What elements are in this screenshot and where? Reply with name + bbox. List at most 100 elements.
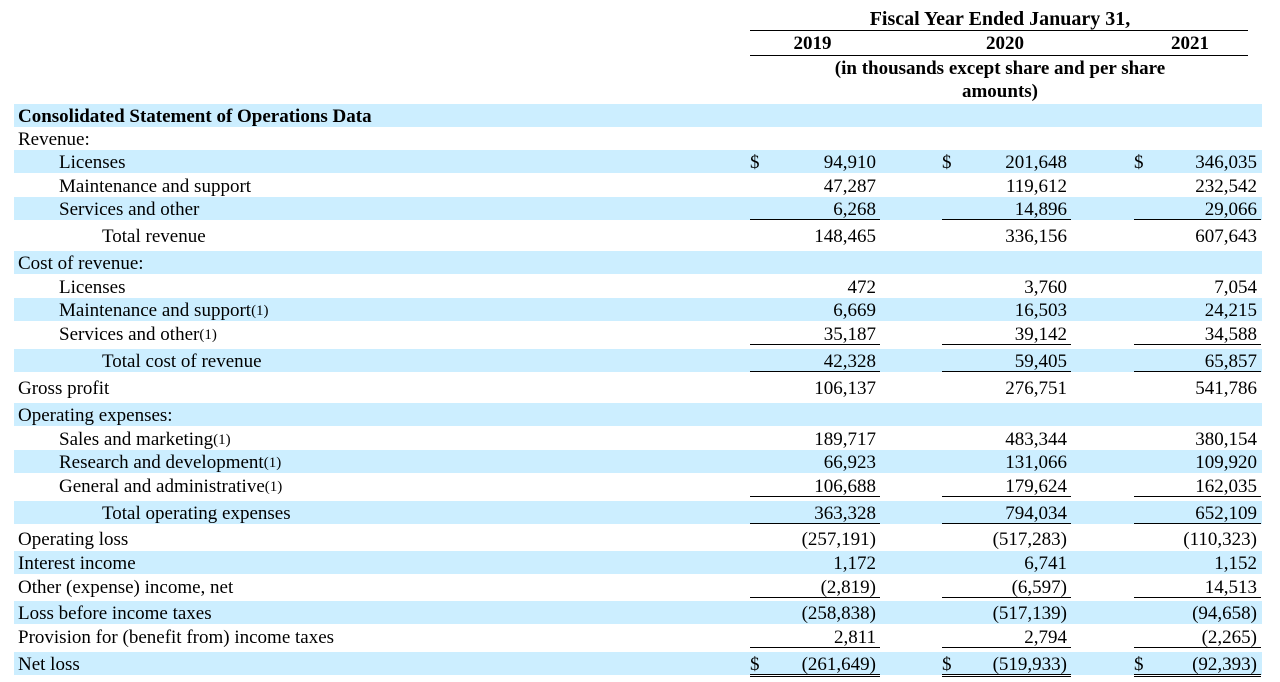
value-2021: (2,265) (1201, 627, 1257, 648)
single-underline (942, 597, 1071, 598)
units-note-line2: amounts) (961, 81, 1038, 102)
table-row: Revenue: (14, 127, 1262, 150)
row-label-text: Maintenance and support (59, 300, 252, 321)
row-label: Other (expense) income, net (18, 578, 233, 597)
value-2019: 363,328 (814, 503, 876, 524)
row-label: Services and other(1) (59, 325, 217, 344)
table-row: Services and other(1) 35,187 39,142 34,588 (14, 322, 1262, 345)
row-label-text: Revenue: (18, 129, 90, 150)
row-label: Research and development(1) (59, 453, 281, 472)
table-row: Gross profit 106,137 276,751 541,786 (14, 376, 1262, 399)
table-row: Operating expenses: (14, 403, 1262, 426)
row-label: Interest income (18, 554, 136, 573)
footnote-marker: (1) (251, 303, 269, 319)
value-2019: (258,838) (801, 603, 876, 624)
currency-symbol: $ (1134, 654, 1144, 675)
row-label-text: Total cost of revenue (102, 351, 262, 372)
value-2019: 189,717 (814, 429, 876, 450)
single-underline (942, 219, 1071, 220)
row-label: Consolidated Statement of Operations Dat… (18, 107, 372, 126)
table-row: Services and other 6,268 14,896 29,066 (14, 197, 1262, 220)
row-label-text: Operating expenses: (18, 405, 173, 426)
value-2021: 24,215 (1204, 300, 1257, 321)
row-label: Services and other (59, 200, 199, 219)
value-2021: 7,054 (1214, 277, 1257, 298)
value-2019: (257,191) (801, 529, 876, 550)
row-label-text: Interest income (18, 553, 136, 574)
value-2021: (92,393) (1192, 654, 1257, 675)
footnote-marker: (1) (213, 432, 231, 448)
single-underline (750, 523, 880, 524)
value-2019: 2,811 (833, 627, 876, 648)
single-underline (750, 371, 880, 372)
value-2020: 336,156 (1005, 226, 1067, 247)
table-row: Licenses 472 3,760 7,054 (14, 275, 1262, 298)
table-row: Sales and marketing(1) 189,717 483,344 380,… (14, 427, 1262, 450)
value-2019: 1,172 (833, 553, 876, 574)
row-label-text: Services and other (59, 324, 200, 345)
value-2021: 346,035 (1195, 152, 1257, 173)
value-2020: (519,933) (992, 654, 1067, 675)
table-row: General and administrative(1) 106,688 179,… (14, 474, 1262, 497)
single-underline (1134, 496, 1261, 497)
value-2021: 109,920 (1195, 452, 1257, 473)
row-label-text: General and administrative (59, 476, 265, 497)
value-2020: 16,503 (1014, 300, 1067, 321)
single-underline (942, 344, 1071, 345)
row-label: Operating loss (18, 530, 128, 549)
value-2021: (110,323) (1183, 529, 1257, 550)
value-2020: 2,794 (1024, 627, 1067, 648)
single-underline (1134, 371, 1261, 372)
double-underline (750, 674, 880, 677)
value-2021: 162,035 (1195, 476, 1257, 497)
single-underline (750, 647, 880, 648)
value-2020: 119,612 (1005, 176, 1067, 197)
row-label: Gross profit (18, 379, 109, 398)
value-2021: 29,066 (1204, 199, 1257, 220)
value-2020: (517,283) (992, 529, 1067, 550)
single-underline (750, 219, 880, 220)
row-label: Total cost of revenue (102, 352, 262, 371)
year-header-2021: 2021 (1171, 33, 1209, 54)
table-row: Maintenance and support 47,287 119,612 232,… (14, 174, 1262, 197)
single-underline (750, 496, 880, 497)
table-row: Other (expense) income, net (2,819) (6,597… (14, 575, 1262, 598)
single-underline (942, 647, 1071, 648)
row-label: Licenses (59, 153, 125, 172)
value-2019: 148,465 (814, 226, 876, 247)
single-underline (942, 371, 1071, 372)
row-label-text: Net loss (18, 654, 80, 675)
row-label: Sales and marketing(1) (59, 430, 231, 449)
value-2020: 59,405 (1014, 351, 1067, 372)
footnote-marker: (1) (199, 327, 217, 343)
row-label-text: Provision for (benefit from) income taxe… (18, 627, 335, 648)
row-label: Total revenue (102, 227, 206, 246)
row-label: Maintenance and support(1) (59, 301, 269, 320)
single-underline (1134, 344, 1261, 345)
value-2021: 607,643 (1195, 226, 1257, 247)
row-label: Maintenance and support (59, 177, 251, 196)
currency-symbol: $ (942, 152, 952, 173)
table-row: Total revenue 148,465 336,156 607,643 (14, 224, 1262, 247)
value-2020: 14,896 (1014, 199, 1067, 220)
value-2019: 6,669 (833, 300, 876, 321)
row-label-text: Licenses (59, 152, 126, 173)
table-row: Net loss $ (261,649) $ (519,933) $ (92,393) (14, 652, 1262, 677)
single-underline (1134, 597, 1261, 598)
value-2021: 652,109 (1195, 503, 1257, 524)
row-label-text: Licenses (59, 277, 126, 298)
currency-symbol: $ (1134, 152, 1144, 173)
fiscal-year-title: Fiscal Year Ended January 31, (869, 8, 1131, 30)
row-label-text: Cost of revenue: (18, 253, 144, 274)
row-label: Loss before income taxes (18, 604, 212, 623)
single-underline (750, 344, 880, 345)
row-label-text: Total revenue (102, 226, 206, 247)
value-2020: (517,139) (992, 603, 1067, 624)
table-row: Operating loss (257,191) (517,283) (110,323… (14, 527, 1262, 550)
table-row: Provision for (benefit from) income taxe… (14, 625, 1262, 648)
value-2020: (6,597) (1011, 577, 1067, 598)
footnote-marker: (1) (264, 479, 283, 495)
double-underline (1134, 674, 1261, 677)
row-label: Operating expenses: (18, 406, 173, 425)
